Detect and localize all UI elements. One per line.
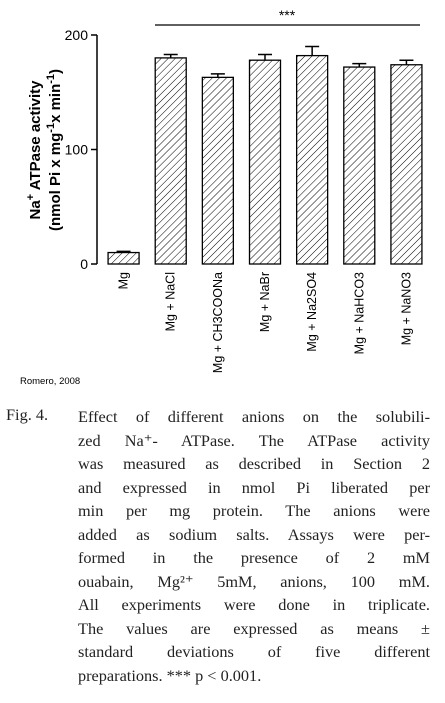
caption-line: The values are expressed as means ± [78, 618, 430, 638]
x-tick-label: Mg [117, 272, 131, 289]
bar [390, 64, 423, 265]
error-bar [352, 62, 367, 68]
y-tick-label: 100 [65, 142, 89, 158]
caption-line: formed in the presence of 2 mM [78, 548, 430, 567]
annotation: *** [279, 7, 296, 23]
error-bar [258, 53, 272, 61]
bar [343, 66, 376, 265]
error-bar [399, 59, 414, 65]
x-tick-label: Mg + Na2SO4 [305, 272, 319, 352]
caption-line: preparations. *** p < 0.001. [78, 665, 262, 685]
caption-line: Effect of different anions on the solubi… [78, 407, 430, 426]
x-tick-label: Mg + CH3COONa [211, 272, 225, 373]
caption-line: was measured as described in Section 2 [78, 454, 430, 473]
chart: Na+ ATPase activity (nmol Pi x mg-1x min… [20, 7, 423, 387]
x-tick-label: Mg + NaBr [258, 272, 272, 332]
caption-line: zed Na⁺- ATPase. The ATPase activity [78, 430, 430, 450]
bar [154, 57, 187, 265]
error-bar [210, 73, 225, 78]
caption-line: ouabain, Mg²⁺ 5mM, anions, 100 mM. [78, 571, 430, 591]
caption-line: added as sodium salts. Assays were per- [78, 524, 430, 544]
caption-line: All experiments were done in triplicate. [78, 595, 430, 614]
y-axis-label: Na+ ATPase activity [25, 80, 44, 220]
x-tick-label: Mg + NaNO3 [399, 272, 413, 345]
caption-line: min per mg protein. The anions were [78, 501, 430, 520]
x-tick-label: Mg + NaCl [164, 272, 178, 331]
error-bar [163, 53, 178, 58]
bar [295, 54, 329, 265]
bar [201, 76, 235, 265]
bar [107, 251, 140, 265]
caption-line: and expressed in nmol Pi liberated per [78, 477, 430, 497]
error-bar [305, 45, 320, 56]
credit: Romero, 2008 [20, 376, 80, 387]
caption-line: standard deviations of five different [78, 642, 430, 661]
x-tick-label: Mg + NaHCO3 [352, 272, 366, 354]
y-tick-label: 0 [80, 256, 88, 272]
error-bar [116, 250, 131, 253]
y-axis-label: (nmol Pi x mg-1x min-1) [45, 69, 64, 231]
bar [248, 59, 282, 265]
y-tick-label: 200 [65, 27, 89, 43]
figure-label: Fig. 4. [6, 405, 49, 424]
